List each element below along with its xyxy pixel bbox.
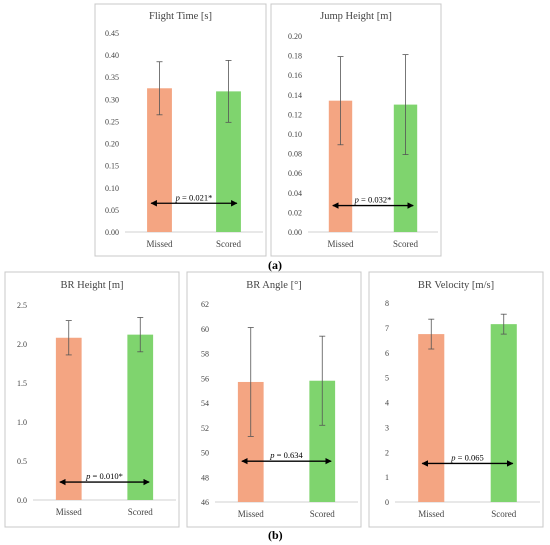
chart-frame bbox=[368, 271, 544, 528]
chart-br-height: BR Height [m] 0.0 0.5 1.0 1.5 2.0 2.5 Missed Sco… bbox=[4, 271, 180, 528]
y-tick-label: 58 bbox=[201, 350, 209, 359]
y-tick-label: 56 bbox=[201, 374, 209, 383]
x-tick-label: Scored bbox=[393, 239, 418, 249]
y-tick-label: 0.16 bbox=[288, 71, 302, 80]
y-tick-label: 0.00 bbox=[288, 228, 302, 237]
p-value-label: p = 0.021* bbox=[175, 192, 213, 202]
y-tick-label: 0.18 bbox=[288, 52, 302, 61]
y-tick-label: 0.12 bbox=[288, 110, 302, 119]
chart-title: BR Height [m] bbox=[61, 280, 124, 291]
y-tick-label: 0.45 bbox=[105, 29, 119, 38]
y-tick-label: 0.05 bbox=[105, 206, 119, 215]
y-tick-label: 6 bbox=[385, 349, 389, 358]
panel-b-label: (b) bbox=[268, 528, 283, 542]
y-tick-label: 2.5 bbox=[17, 301, 27, 310]
y-tick-label: 1.0 bbox=[17, 418, 27, 427]
y-tick-label: 1.5 bbox=[17, 379, 27, 388]
chart-br-angle: BR Angle [°] 46 48 50 52 54 56 58 60 62 Missed Scor… bbox=[186, 271, 362, 528]
x-tick-label: Missed bbox=[56, 507, 83, 517]
chart-flight-time: Flight Time [s] 0.00 0.05 0.10 0.15 0.20 0.25 0… bbox=[94, 3, 267, 257]
chart-title: BR Angle [°] bbox=[246, 280, 302, 291]
y-tick-label: 48 bbox=[201, 473, 209, 482]
y-tick-label: 52 bbox=[201, 424, 209, 433]
y-tick-label: 54 bbox=[201, 399, 209, 408]
y-tick-label: 60 bbox=[201, 325, 209, 334]
p-value-label: p = 0.634 bbox=[269, 450, 303, 460]
y-tick-label: 3 bbox=[385, 423, 389, 432]
bar-missed bbox=[328, 100, 353, 233]
chart-title: Flight Time [s] bbox=[149, 11, 212, 22]
x-tick-label: Missed bbox=[238, 509, 265, 519]
x-tick-label: Missed bbox=[327, 239, 354, 249]
y-tick-label: 0.40 bbox=[105, 51, 119, 60]
y-tick-label: 0.06 bbox=[288, 169, 302, 178]
y-tick-label: 0.30 bbox=[105, 95, 119, 104]
y-tick-label: 46 bbox=[201, 498, 209, 507]
y-tick-label: 0.0 bbox=[17, 496, 27, 505]
y-tick-label: 62 bbox=[201, 300, 209, 309]
y-tick-label: 7 bbox=[385, 324, 389, 333]
x-tick-label: Missed bbox=[418, 509, 445, 519]
y-tick-label: 0.35 bbox=[105, 73, 119, 82]
y-tick-label: 0.10 bbox=[288, 130, 302, 139]
bar-missed bbox=[55, 337, 82, 500]
y-tick-label: 0 bbox=[385, 498, 389, 507]
y-tick-label: 0.20 bbox=[288, 32, 302, 41]
y-tick-label: 0.14 bbox=[288, 91, 302, 100]
y-tick-label: 2.0 bbox=[17, 340, 27, 349]
p-value-label: p = 0.032* bbox=[354, 195, 392, 205]
bar-scored bbox=[393, 104, 418, 232]
y-tick-label: 50 bbox=[201, 449, 209, 458]
p-value-label: p = 0.065 bbox=[450, 452, 483, 462]
bar-scored bbox=[127, 334, 154, 500]
p-value-label: p = 0.010* bbox=[85, 471, 123, 481]
y-tick-label: 0.00 bbox=[105, 228, 119, 237]
y-tick-label: 2 bbox=[385, 448, 389, 457]
y-tick-label: 0.25 bbox=[105, 117, 119, 126]
chart-jump-height: Jump Height [m] 0.00 0.02 0.04 0.06 0.08 0.10 0… bbox=[270, 3, 442, 257]
chart-title: Jump Height [m] bbox=[320, 11, 392, 22]
y-tick-label: 0.02 bbox=[288, 208, 302, 217]
y-tick-label: 0.08 bbox=[288, 150, 302, 159]
x-tick-label: Scored bbox=[128, 507, 153, 517]
chart-br-velocity: BR Velocity [m/s] 0 1 2 3 4 5 6 7 8 Missed Scored p … bbox=[368, 271, 544, 528]
y-tick-label: 4 bbox=[385, 399, 389, 408]
y-tick-label: 0.15 bbox=[105, 162, 119, 171]
y-tick-label: 8 bbox=[385, 299, 389, 308]
y-tick-label: 0.20 bbox=[105, 140, 119, 149]
bar-missed bbox=[418, 334, 445, 502]
x-tick-label: Scored bbox=[310, 509, 335, 519]
bar-scored bbox=[490, 324, 517, 502]
y-tick-label: 5 bbox=[385, 374, 389, 383]
x-tick-label: Missed bbox=[146, 239, 173, 249]
y-tick-label: 0.5 bbox=[17, 457, 27, 466]
y-tick-label: 1 bbox=[385, 473, 389, 482]
x-tick-label: Scored bbox=[216, 239, 241, 249]
y-tick-label: 0.10 bbox=[105, 184, 119, 193]
y-tick-label: 0.04 bbox=[288, 189, 302, 198]
panel-a-label: (a) bbox=[268, 258, 282, 272]
chart-title: BR Velocity [m/s] bbox=[418, 280, 494, 291]
x-tick-label: Scored bbox=[491, 509, 516, 519]
